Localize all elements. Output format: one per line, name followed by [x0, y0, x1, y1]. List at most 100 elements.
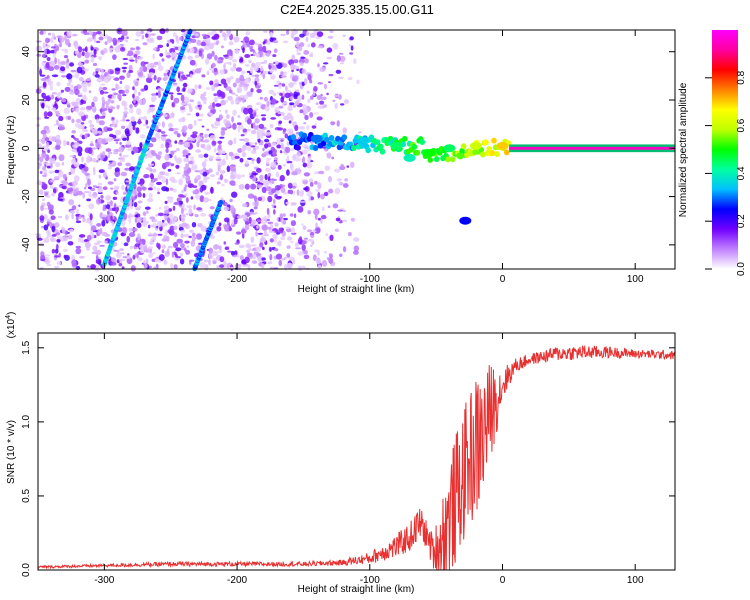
spectrogram-cell	[324, 165, 331, 171]
spectrogram-cell	[42, 207, 48, 210]
spectrogram-cell	[219, 69, 225, 75]
spectrogram-cell	[98, 169, 105, 174]
spectrogram-cell	[253, 66, 259, 72]
spectrogram-cell	[503, 149, 510, 156]
spectrogram-cell	[132, 86, 135, 91]
spectrogram-cell	[255, 145, 260, 150]
spectrogram-cell	[316, 95, 323, 100]
spectrogram-cell	[92, 185, 98, 188]
spectrogram-cell	[203, 91, 207, 95]
spectrogram-cell	[275, 190, 280, 195]
spectrogram-cell	[171, 39, 175, 44]
spectrogram-cell	[189, 156, 195, 160]
spectrogram-cell	[211, 124, 214, 127]
spectrogram-cell	[176, 37, 180, 45]
spectrogram-cell	[169, 187, 174, 191]
spectrogram-cell	[187, 88, 193, 93]
spectrogram-cell	[148, 72, 155, 76]
spectrogram-cell	[128, 227, 133, 232]
spectrogram-cell	[110, 106, 116, 110]
spectrogram-blob	[310, 134, 323, 143]
spectrogram-cell	[39, 30, 45, 35]
spectrogram-cell	[90, 264, 96, 270]
spectrogram-cell	[320, 193, 325, 200]
spectrogram-cell	[319, 100, 325, 105]
spectrogram-cell	[121, 66, 128, 70]
spectrogram-cell	[71, 118, 75, 124]
spectrogram-cell	[257, 232, 264, 235]
spectrogram-cell	[48, 209, 54, 215]
spectrogram-cell	[251, 129, 257, 135]
spectrogram-cell	[299, 109, 304, 114]
spectrogram-cell	[411, 143, 418, 150]
spectrogram-cell	[213, 93, 218, 97]
spectrogram-cell	[189, 259, 195, 262]
spectrogram-cell	[233, 217, 238, 225]
spectrogram-cell	[255, 167, 262, 173]
spectrogram-cell	[46, 221, 53, 225]
spectrogram-cell	[226, 62, 231, 65]
spectrogram-cell	[94, 242, 100, 246]
spectrogram-cell	[215, 171, 220, 176]
spectrogram-cell	[128, 64, 133, 72]
spectrogram-cell	[170, 263, 174, 269]
spectrogram-cell	[119, 141, 122, 145]
spectrogram-cell	[155, 154, 162, 160]
tone-band	[509, 146, 675, 150]
spectrogram-cell	[197, 223, 203, 228]
spectrogram-cell	[93, 49, 97, 56]
spectrogram-cell	[180, 106, 186, 111]
spectrogram-cell	[86, 198, 91, 202]
spectrogram-cell	[365, 147, 372, 154]
spectrogram-cell	[244, 221, 250, 225]
spectrogram-cell	[269, 68, 274, 74]
spectrogram-cell	[119, 248, 124, 251]
spectrogram-cell	[46, 263, 52, 267]
spectrogram-cell	[164, 81, 168, 85]
spectrogram-cell	[341, 219, 348, 222]
spectrogram-cell	[180, 94, 185, 102]
spectrogram-cell	[323, 191, 329, 197]
spectrogram-cell	[133, 89, 137, 94]
spectrogram-cell	[88, 203, 95, 210]
spectrogram-cell	[332, 203, 339, 209]
spectrogram-cell	[256, 88, 262, 94]
spectrogram-cell	[189, 229, 194, 233]
spectrogram-cell	[141, 35, 145, 40]
spectrogram-cell	[181, 176, 186, 179]
spectrogram-y-ticks: -40 -20 0 20 40	[21, 46, 675, 252]
spectrogram-cell	[310, 160, 314, 163]
spectrogram-cell	[172, 205, 176, 211]
spectrogram-cell	[158, 90, 161, 94]
spectrogram-cell	[145, 119, 149, 125]
spectrogram-cell	[38, 161, 43, 167]
spectrogram-cell	[157, 191, 161, 195]
spectrogram-cell	[98, 120, 105, 126]
spectrogram-cell	[213, 67, 218, 72]
spectrogram-cell	[317, 45, 324, 49]
spectrogram-cell	[156, 35, 163, 41]
spectrogram-cell	[329, 30, 334, 34]
spectrogram-cell	[309, 34, 313, 39]
spectrogram-cell	[125, 39, 128, 43]
spectrogram-cell	[181, 116, 186, 123]
spectrogram-cell	[160, 143, 164, 149]
spectrogram-cell	[115, 83, 118, 90]
spectrogram-cell	[133, 146, 139, 154]
spectrogram-cell	[129, 166, 135, 171]
spectrogram-cell	[220, 129, 226, 136]
spectrogram-cell	[123, 107, 128, 111]
spectrogram-cell	[348, 44, 352, 47]
spectrogram-cell	[44, 254, 51, 257]
spectrogram-cell	[326, 152, 332, 159]
spectrogram-cell	[226, 165, 231, 173]
spectrogram-cell	[56, 81, 61, 87]
spectrogram-cell	[336, 144, 343, 151]
spectrogram-cell	[291, 171, 298, 176]
spectrogram-cell	[63, 234, 68, 242]
spectrogram-cell	[96, 31, 102, 35]
spectrogram-cell	[339, 55, 346, 63]
spectrogram-cell	[116, 250, 120, 253]
spectrogram-cell	[284, 152, 288, 155]
spectrogram-cell	[48, 170, 55, 174]
